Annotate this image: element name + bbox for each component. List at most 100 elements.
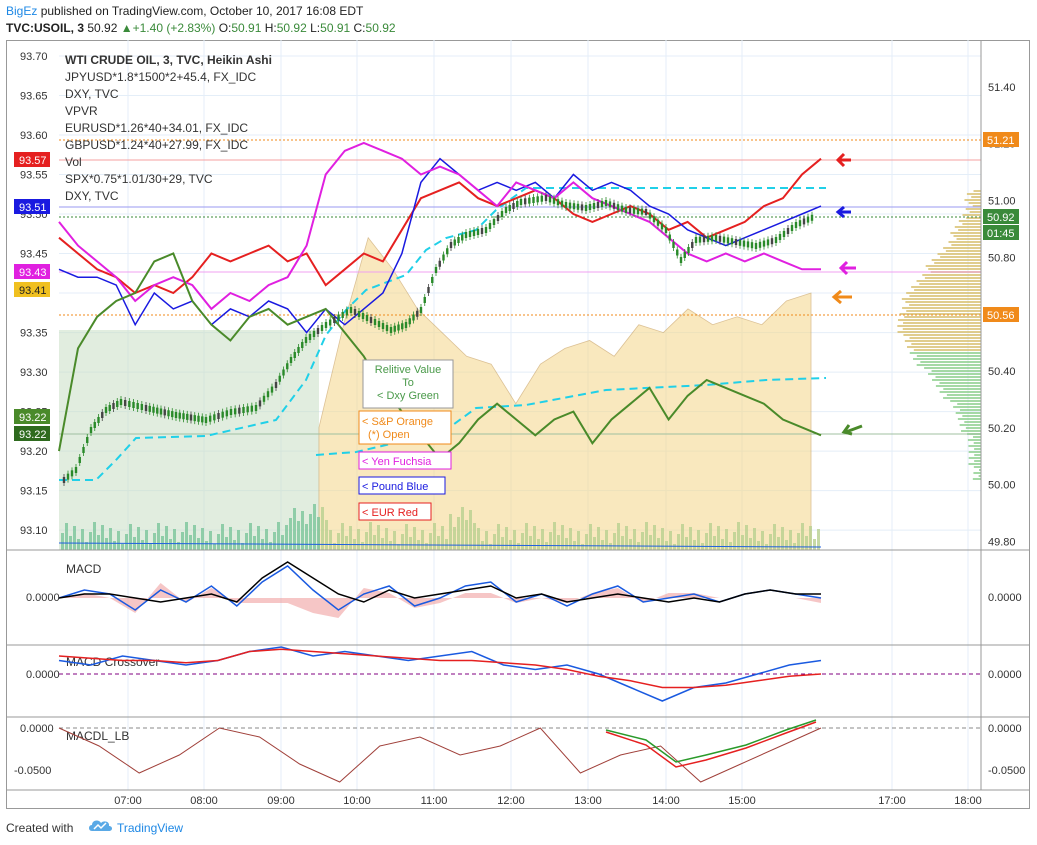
vpvr-bar [968,451,981,453]
candle-body [714,235,718,241]
volume-bar [329,530,332,550]
left-badge-bg [14,264,50,279]
vpvr-bar [943,397,981,399]
candle-body [132,402,135,408]
volume-bar [157,523,160,550]
volume-bar [109,528,112,550]
right-badge-label: 50.92 [987,212,1015,224]
volume-bar [129,524,132,550]
vpvr-bar [916,280,981,282]
volume-bar [645,522,648,550]
volume-bar [349,526,352,550]
volume-bar [505,527,508,550]
candle-body [730,238,734,245]
volume-bar [737,522,740,550]
candle-body [123,400,127,406]
volume-bar [205,541,208,550]
volume-bar [717,526,720,550]
candle-body [644,209,648,215]
candle-body [758,241,762,248]
annotation-eur[interactable]: < EUR Red [358,502,432,521]
vpvr-bar [954,226,981,228]
candle-body [373,319,377,325]
vpvr-bar [904,340,981,342]
candle-body [706,235,710,242]
volume-bar [681,524,684,550]
right-price-axis[interactable]: 51.4051.2051.0050.8050.6050.4050.2050.00… [988,82,1016,549]
candle-body [167,410,170,417]
candle-body [472,230,476,236]
candle-body [453,239,456,246]
candle-body [434,267,438,273]
volume-bar [193,525,196,550]
volume-bar [213,544,216,550]
volume-bar [245,533,248,550]
volume-bar [597,527,600,550]
candle-body [738,239,742,246]
candle-body [89,427,93,433]
candle-body [393,325,396,332]
vpvr-bar [974,448,981,450]
right-tick-label: 49.80 [988,537,1016,549]
annotation-sp-orange[interactable]: < S&P Orange (*) Open [358,410,452,445]
candle-body [301,342,304,348]
volume-bar [253,536,256,550]
volume-bar [281,535,284,550]
time-tick-label: 12:00 [497,795,525,807]
volume-bar [589,524,592,550]
annotation-pound-text: < Pound Blue [362,481,428,493]
right-badge: 51.21 [983,132,1019,147]
candle-body [532,197,535,203]
candle-body [189,414,193,421]
volume-bar [553,522,556,550]
left-tick-label: 93.60 [20,130,48,142]
candle-body [70,470,74,477]
annotation-yen[interactable]: < Yen Fuchsia [358,451,452,470]
candle-body [488,223,492,229]
candle-body [500,211,504,217]
volume-bar [657,538,660,550]
vpvr-bar [962,223,981,225]
volume-bar [297,521,300,550]
vpvr-bar [909,295,981,297]
vpvr-bar [945,250,981,252]
volume-bar [777,537,780,550]
vpvr-bar [973,436,981,438]
volume-bar [633,529,636,550]
time-axis[interactable]: 07:00 08:00 09:00 10:00 11:00 12:00 13:00 14:00… [114,795,982,807]
volume-bar [785,540,788,550]
left-price-axis[interactable]: 93.7093.6593.6093.5593.5093.4593.4093.35… [20,51,48,537]
candle-body [208,415,212,422]
candle-body [492,219,496,225]
right-badge-label: 50.56 [987,310,1015,322]
candle-body [556,199,560,206]
candle-body [810,214,814,221]
right-tick-label: 51.40 [988,82,1016,94]
macdl-line [58,727,822,783]
candle-body [104,407,108,413]
volume-bar [761,531,764,550]
left-badge-label: 93.57 [19,155,47,167]
right-badge: 50.92 [983,209,1019,224]
candle-body [225,410,229,417]
right-price-badges: 51.21 50.92 01:45 50.56 [983,132,1019,322]
annotation-pound[interactable]: < Pound Blue [358,476,446,495]
tradingview-link[interactable]: TradingView [117,821,184,835]
chart-area[interactable]: 93.7093.6593.6093.5593.5093.4593.4093.35… [6,40,1030,809]
vpvr-bar [961,430,981,432]
symbol-name[interactable]: TVC:USOIL, 3 [6,21,85,35]
volume-bar [693,540,696,550]
volume-bar [121,544,124,550]
vpvr-bar [903,334,981,336]
author-link[interactable]: BigEz [6,4,38,18]
tradingview-cloud-icon[interactable] [88,817,114,833]
crossover-slow-line [58,648,822,689]
candle-body [238,407,241,414]
candle-body [337,314,340,321]
volume-bar [409,537,412,550]
macd-title: MACD [66,562,102,576]
annotation-relative-value[interactable]: Relitive Value To < Dxy Green [362,359,454,409]
left-badge: 93.22 [14,409,50,424]
vpvr-bar [922,274,981,276]
left-badge-label: 93.43 [19,267,47,279]
